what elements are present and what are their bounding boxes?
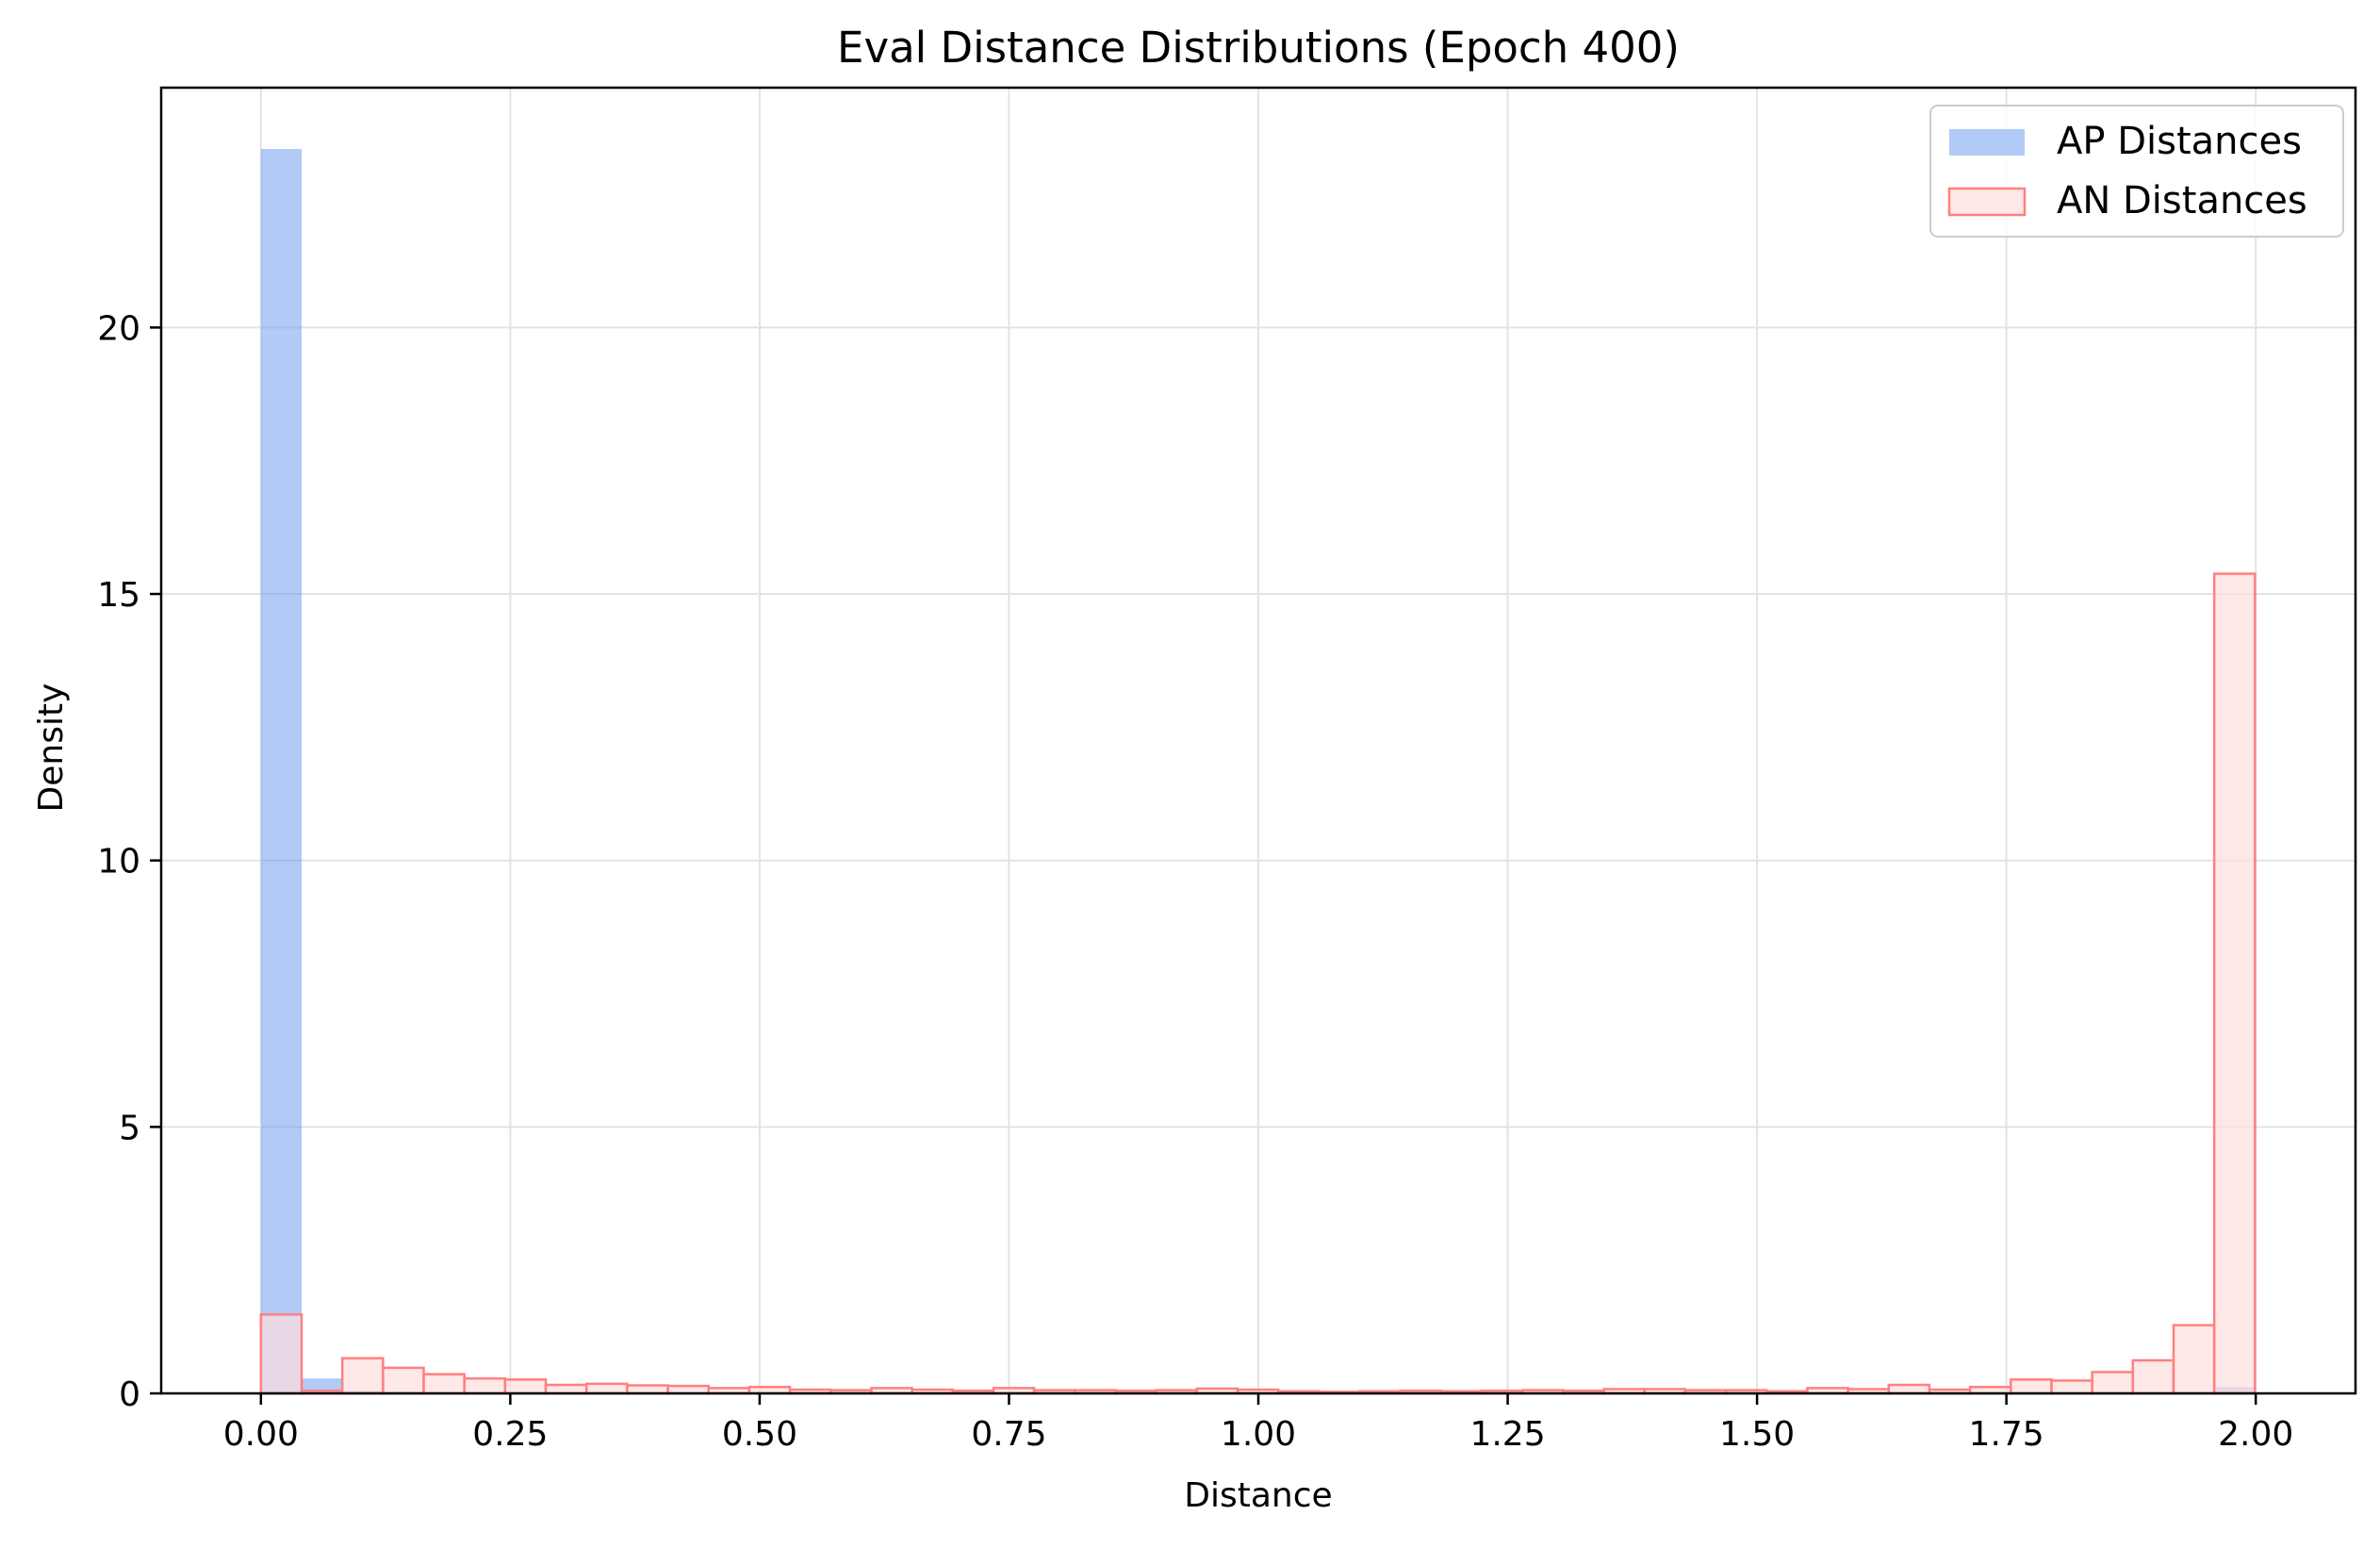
x-tick-label: 0.75 [971,1415,1046,1454]
ap-histogram-bar [260,149,302,1393]
an-histogram-bar [626,1384,669,1395]
an-histogram-bar [1887,1383,1931,1395]
y-tick-label: 10 [97,843,140,881]
x-tick-label: 1.25 [1469,1415,1545,1454]
legend-swatch-ap [1949,129,2025,156]
legend-box [1929,105,2344,238]
y-tick-label: 0 [119,1375,140,1414]
y-axis-title: Density [32,683,71,813]
legend-label-ap: AP Distances [2057,120,2302,163]
x-axis-ticks: 0.00 0.25 0.50 0.75 1.00 1.25 1.50 1.75 2.00 [223,1393,2293,1454]
legend: AP Distances AN Distances [1929,105,2344,238]
x-tick-label: 1.75 [1969,1415,2044,1454]
an-histogram-bar [2131,1359,2175,1395]
legend-swatch-an [1947,187,2027,217]
x-tick-label: 2.00 [2218,1415,2293,1454]
chart-title: Eval Distance Distributions (Epoch 400) [837,23,1680,73]
x-tick-label: 0.50 [722,1415,797,1454]
legend-label-an: AN Distances [2057,179,2307,222]
an-histogram-bar [382,1366,425,1395]
an-histogram-bar [2091,1371,2135,1395]
an-histogram-bar [2050,1379,2093,1395]
an-histogram-bar [422,1373,466,1395]
x-tick-label: 0.25 [472,1415,548,1454]
y-tick-label: 5 [119,1109,140,1147]
x-tick-label: 1.50 [1719,1415,1795,1454]
an-histogram-bar [340,1357,385,1395]
an-histogram-bar [544,1383,588,1395]
an-histogram-bar [463,1376,507,1395]
an-histogram-bar [503,1378,548,1395]
an-histogram-bar [2010,1378,2053,1395]
an-histogram-bar [259,1313,304,1395]
an-histogram-bar [2172,1324,2216,1395]
y-tick-label: 15 [97,576,140,615]
x-axis-title: Distance [1184,1476,1332,1515]
x-tick-label: 0.00 [223,1415,299,1454]
x-tick-label: 1.00 [1221,1415,1296,1454]
an-histogram-bar [2212,572,2257,1395]
y-tick-label: 20 [97,309,140,348]
series-an-bars [259,572,2257,1395]
an-histogram-bar [584,1382,629,1395]
y-axis-ticks: 0 5 10 15 20 [97,309,161,1414]
